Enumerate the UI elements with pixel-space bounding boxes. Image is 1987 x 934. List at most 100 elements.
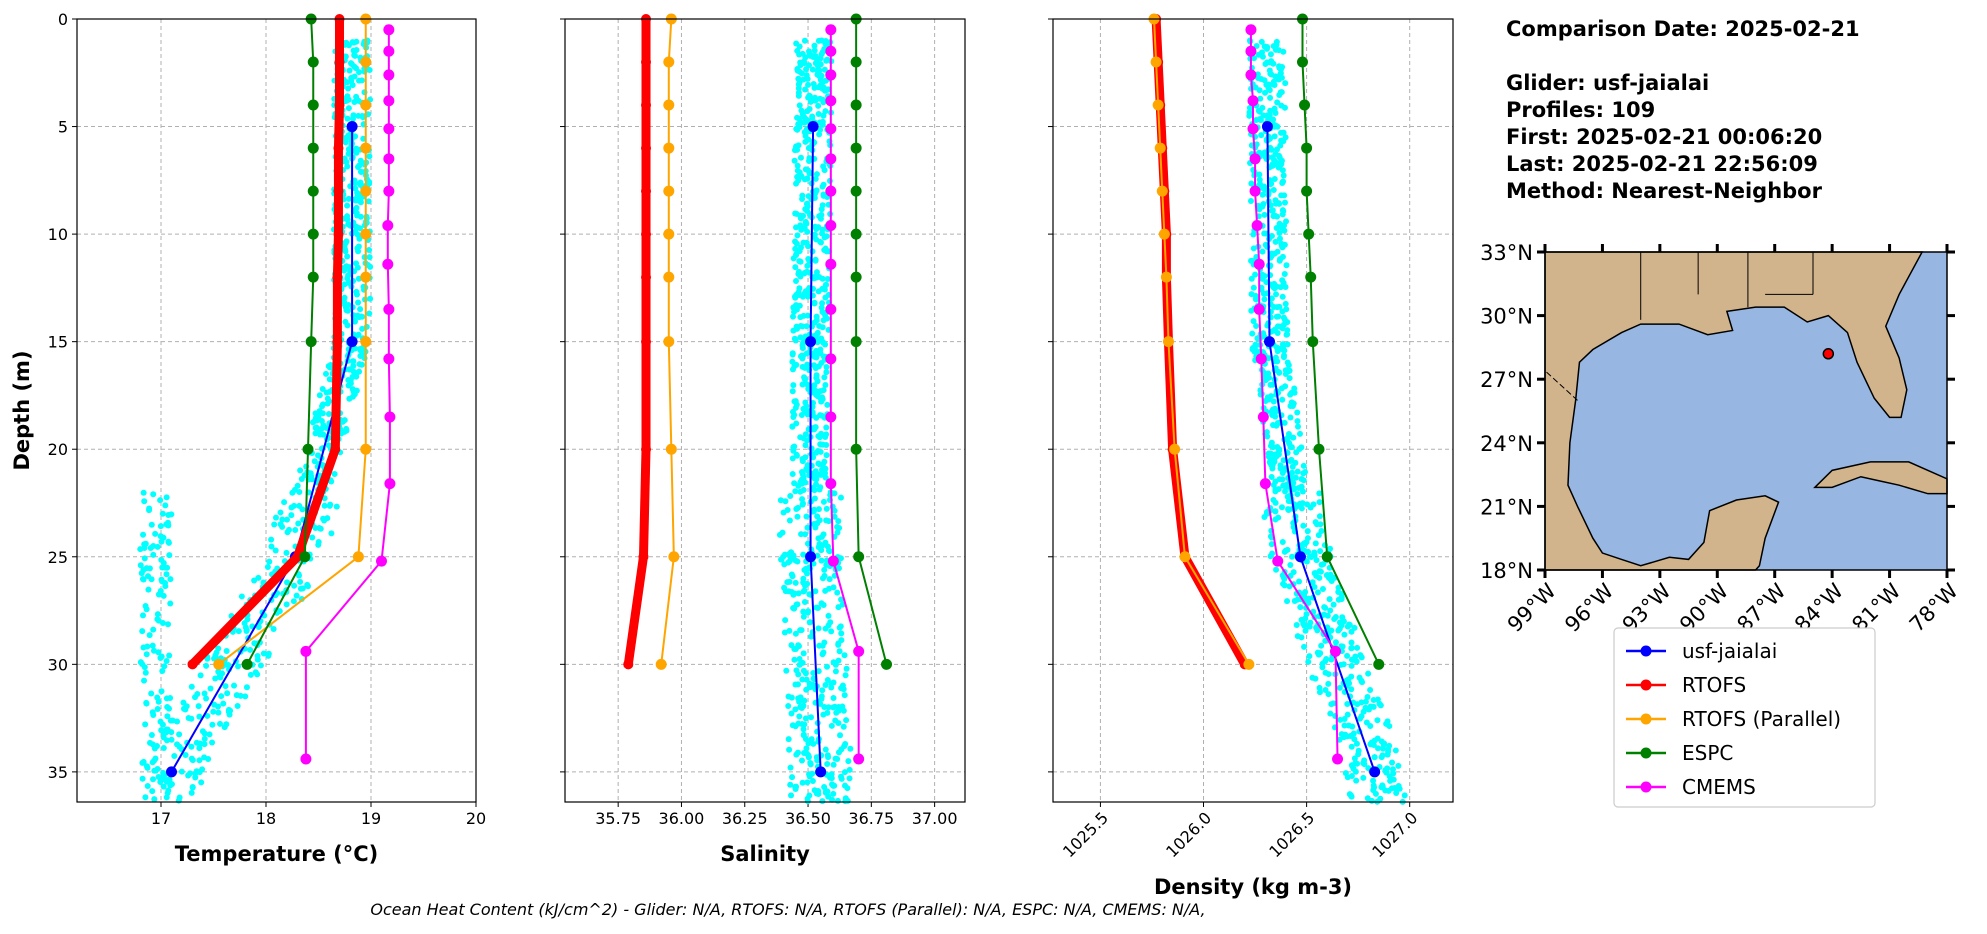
glider-scatter-point xyxy=(345,85,352,92)
glider-scatter-point xyxy=(165,538,172,545)
glider-scatter-point xyxy=(815,37,822,44)
glider-scatter-point xyxy=(1375,745,1382,752)
glider-scatter-point xyxy=(1267,202,1274,209)
glider-scatter-point xyxy=(1282,80,1289,87)
glider-scatter-point xyxy=(812,588,819,595)
glider-scatter-point xyxy=(1276,64,1283,71)
glider-scatter-point xyxy=(298,475,305,482)
glider-scatter-point xyxy=(790,382,797,389)
data-point xyxy=(641,143,652,154)
glider-scatter-point xyxy=(333,503,340,510)
glider-scatter-point xyxy=(1271,458,1278,465)
glider-scatter-point xyxy=(252,669,259,676)
glider-scatter-point xyxy=(350,368,357,375)
glider-scatter-point xyxy=(785,702,792,709)
glider-scatter-point xyxy=(242,693,249,700)
data-point xyxy=(825,411,837,423)
glider-scatter-point xyxy=(795,89,802,96)
data-point xyxy=(1321,551,1333,563)
legend-frame xyxy=(1613,627,1876,808)
glider-scatter-point xyxy=(357,179,364,186)
glider-scatter-point xyxy=(1311,583,1318,590)
glider-scatter-point xyxy=(837,494,844,501)
glider-scatter-point xyxy=(1267,51,1274,58)
glider-scatter-point xyxy=(328,478,335,485)
glider-scatter-point xyxy=(1315,532,1322,539)
glider-scatter-point xyxy=(1378,738,1385,745)
glider-scatter-point xyxy=(1255,51,1262,58)
glider-scatter-point xyxy=(791,398,798,405)
glider-scatter-point xyxy=(822,746,829,753)
glider-scatter-point xyxy=(353,65,360,72)
glider-scatter-point xyxy=(151,796,158,803)
data-point xyxy=(1245,69,1257,81)
glider-scatter-point xyxy=(808,736,815,743)
glider-scatter-point xyxy=(146,632,153,639)
glider-scatter-point xyxy=(822,587,829,594)
glider-scatter-point xyxy=(793,125,800,132)
glider-scatter-point xyxy=(791,443,798,450)
glider-scatter-point xyxy=(357,168,364,175)
glider-scatter-point xyxy=(825,754,832,761)
data-point xyxy=(241,658,253,670)
glider-scatter-point xyxy=(1268,473,1275,480)
glider-scatter-point xyxy=(806,771,813,778)
glider-scatter-point xyxy=(283,549,290,556)
glider-scatter-point xyxy=(1281,316,1288,323)
glider-scatter-point xyxy=(811,495,818,502)
glider-scatter-point xyxy=(349,82,356,89)
glider-scatter-point xyxy=(791,656,798,663)
glider-scatter-point xyxy=(1341,631,1348,638)
glider-scatter-point xyxy=(284,579,291,586)
glider-scatter-point xyxy=(1279,253,1286,260)
data-point xyxy=(307,99,319,111)
glider-scatter-point xyxy=(316,525,323,532)
data-point xyxy=(1373,658,1385,670)
glider-scatter-point xyxy=(1320,561,1327,568)
glider-scatter-point xyxy=(1252,84,1259,91)
glider-scatter-point xyxy=(137,546,144,553)
glider-scatter-point xyxy=(1270,60,1277,67)
data-point xyxy=(360,142,372,154)
glider-scatter-point xyxy=(1384,718,1391,725)
glider-scatter-point xyxy=(1274,323,1281,330)
glider-scatter-point xyxy=(820,711,827,718)
glider-scatter-point xyxy=(1273,291,1280,298)
glider-scatter-point xyxy=(1289,553,1296,560)
glider-scatter-point xyxy=(1291,486,1298,493)
glider-scatter-point xyxy=(1282,284,1289,291)
glider-scatter-point xyxy=(201,735,208,742)
glider-scatter-point xyxy=(841,692,848,699)
glider-scatter-point xyxy=(815,102,822,109)
glider-scatter-point xyxy=(145,586,152,593)
glider-scatter-point xyxy=(805,81,812,88)
glider-scatter-point xyxy=(268,536,275,543)
glider-scatter-point xyxy=(797,258,804,265)
glider-scatter-point xyxy=(158,688,165,695)
glider-scatter-point xyxy=(795,268,802,275)
data-point xyxy=(1245,24,1257,36)
lon-tick-label: 96°W xyxy=(1560,579,1618,637)
glider-scatter-point xyxy=(815,63,822,70)
glider-scatter-point xyxy=(796,713,803,720)
glider-scatter-point xyxy=(197,672,204,679)
glider-scatter-point xyxy=(1297,604,1304,611)
series-rtofs xyxy=(187,14,345,670)
glider-scatter-point xyxy=(1273,122,1280,129)
glider-scatter-point xyxy=(215,703,222,710)
data-point xyxy=(1154,142,1166,154)
glider-scatter-point xyxy=(823,369,830,376)
data-point xyxy=(334,100,345,111)
glider-scatter-point xyxy=(309,419,316,426)
glider-scatter-point xyxy=(1269,381,1276,388)
data-point xyxy=(307,142,319,154)
series-cmems xyxy=(300,24,396,765)
glider-scatter-point xyxy=(831,507,838,514)
glider-scatter-point xyxy=(168,781,175,788)
glider-scatter-point xyxy=(1263,279,1270,286)
glider-scatter-point xyxy=(344,93,351,100)
glider-scatter-point xyxy=(185,772,192,779)
glider-scatter-point xyxy=(820,112,827,119)
glider-scatter-point xyxy=(847,745,854,752)
glider-scatter-point xyxy=(222,661,229,668)
